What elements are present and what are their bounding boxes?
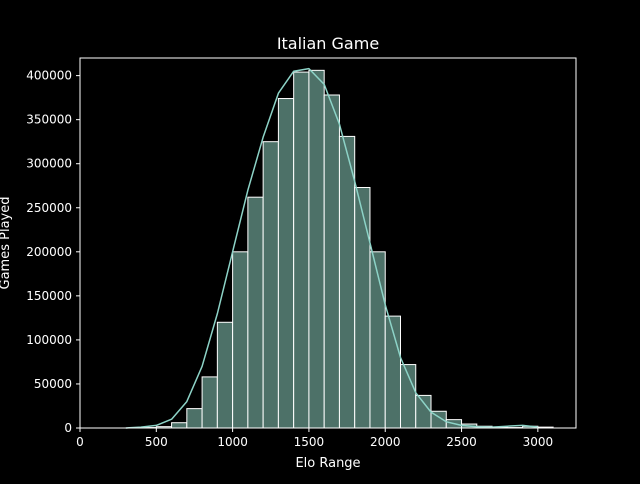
- histogram-bar: [263, 142, 278, 428]
- y-tick-label: 100000: [26, 333, 72, 347]
- x-axis-ticks: 0 500 1000 1500 2000 2500 3000: [76, 428, 553, 449]
- histogram-bar: [324, 95, 339, 428]
- x-tick-label: 2000: [370, 435, 401, 449]
- chart-title: Italian Game: [277, 34, 379, 53]
- y-tick-label: 350000: [26, 113, 72, 127]
- histogram-bar: [172, 423, 187, 428]
- y-tick-label: 250000: [26, 201, 72, 215]
- histogram-bar: [339, 136, 354, 428]
- y-axis-ticks: 0 50000 100000 150000 200000 250000 300000 3500…: [26, 69, 80, 435]
- x-tick-label: 2500: [446, 435, 477, 449]
- x-tick-label: 500: [145, 435, 168, 449]
- y-axis-label: Games Played: [0, 197, 13, 290]
- histogram-bar: [217, 322, 232, 428]
- histogram-bar: [202, 377, 217, 428]
- x-tick-label: 0: [76, 435, 84, 449]
- histogram-bars: [141, 70, 553, 428]
- histogram-bar: [233, 252, 248, 428]
- y-tick-label: 50000: [34, 377, 72, 391]
- histogram-bar: [355, 188, 370, 429]
- x-tick-label: 1500: [294, 435, 325, 449]
- y-tick-label: 300000: [26, 157, 72, 171]
- x-axis-label: Elo Range: [295, 456, 360, 471]
- y-tick-label: 150000: [26, 289, 72, 303]
- histogram-bar: [416, 395, 431, 428]
- histogram-bar: [187, 409, 202, 428]
- x-tick-label: 1000: [217, 435, 248, 449]
- histogram-bar: [309, 70, 324, 428]
- histogram-bar: [370, 252, 385, 428]
- histogram-bar: [248, 197, 263, 428]
- histogram-bar: [278, 99, 293, 428]
- y-tick-label: 400000: [26, 69, 72, 83]
- histogram-bar: [294, 72, 309, 428]
- x-tick-label: 3000: [523, 435, 554, 449]
- y-tick-label: 200000: [26, 245, 72, 259]
- y-tick-label: 0: [64, 421, 72, 435]
